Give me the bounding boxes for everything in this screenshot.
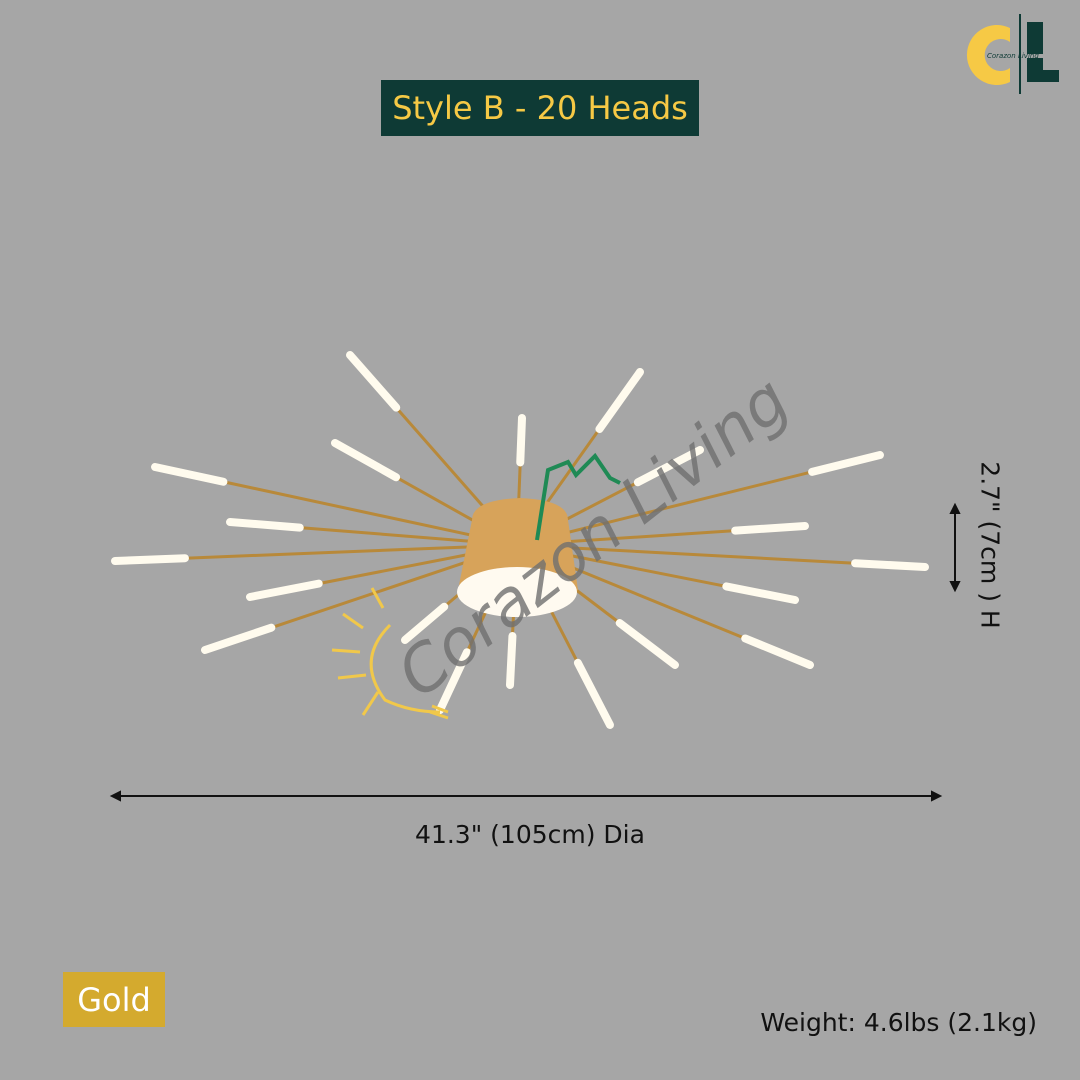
lamp-arm	[516, 543, 929, 571]
lamp-diffuser	[457, 567, 577, 617]
lamp-head	[595, 368, 644, 434]
height-label: 2.7" (7cm ) H	[975, 461, 1005, 629]
lamp-head	[808, 451, 884, 476]
lamp-head	[573, 658, 614, 729]
watermark-mark	[535, 452, 621, 541]
lamp-head	[741, 634, 814, 669]
height-arrow	[949, 502, 961, 593]
lamp-head	[436, 648, 471, 714]
lamp-head	[246, 579, 323, 601]
lamp-head	[851, 559, 929, 571]
diameter-arrow	[109, 790, 943, 802]
lamp-head	[346, 351, 401, 412]
lamp-head	[111, 554, 189, 565]
style-title: Style B - 20 Heads	[381, 80, 699, 136]
lamp-head	[151, 463, 228, 486]
lamp-arm	[111, 543, 518, 565]
weight-label: Weight: 4.6lbs (2.1kg)	[760, 1008, 1037, 1037]
lamp-head	[615, 619, 679, 669]
lamp-head	[331, 439, 401, 482]
lamp-head	[226, 518, 304, 532]
svg-text:Corazon Living: Corazon Living	[987, 52, 1039, 60]
lamp-head	[401, 602, 449, 644]
lamp-head	[516, 414, 526, 467]
watermark-text: Corazon Living	[384, 363, 803, 713]
diameter-label: 41.3" (105cm) Dia	[415, 820, 645, 849]
lamp-head	[201, 623, 276, 654]
lamp-head	[506, 632, 517, 689]
lamp-head	[722, 582, 799, 604]
brand-logo: Corazon Living	[966, 14, 1059, 94]
lamp-head	[731, 522, 809, 535]
bulb-icon	[331, 587, 449, 720]
lamp-head	[633, 446, 704, 487]
lamp-arm	[151, 463, 518, 547]
color-badge-gold: Gold	[63, 972, 165, 1027]
